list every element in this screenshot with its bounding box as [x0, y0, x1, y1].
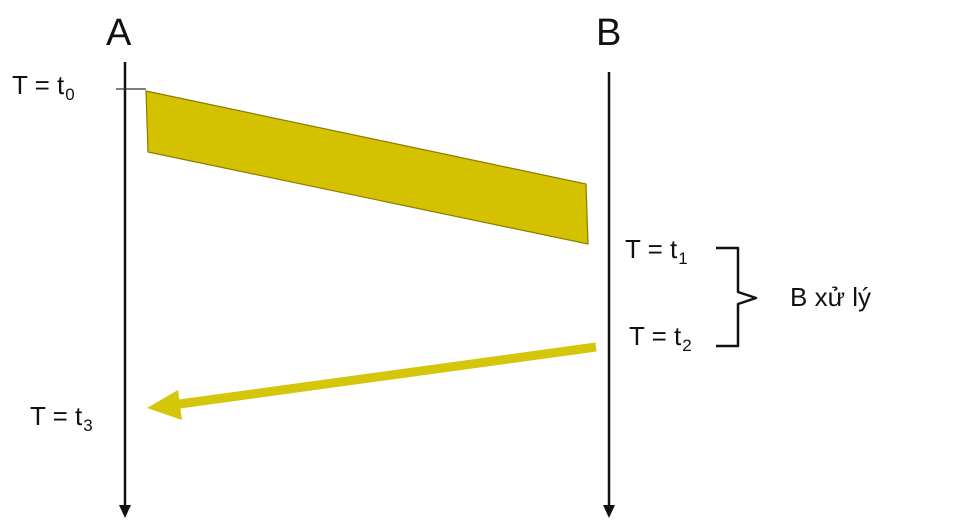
- processing-label: B xử lý: [790, 282, 871, 312]
- lifeline-b-arrowhead: [603, 505, 615, 518]
- actor-a-label: A: [106, 12, 132, 54]
- reply-arrowhead: [147, 390, 182, 420]
- actor-b-label: B: [596, 12, 622, 54]
- time-label-t3: T = t3: [30, 401, 93, 435]
- message-a-to-b: [145, 90, 589, 245]
- processing-brace: [716, 246, 758, 348]
- reply-arrow-shaft: [171, 342, 597, 410]
- time-label-t1: T = t1: [625, 234, 688, 268]
- time-label-t0: T = t0: [12, 70, 75, 104]
- lifeline-a-arrowhead: [119, 505, 131, 518]
- time-label-t2: T = t2: [629, 321, 692, 355]
